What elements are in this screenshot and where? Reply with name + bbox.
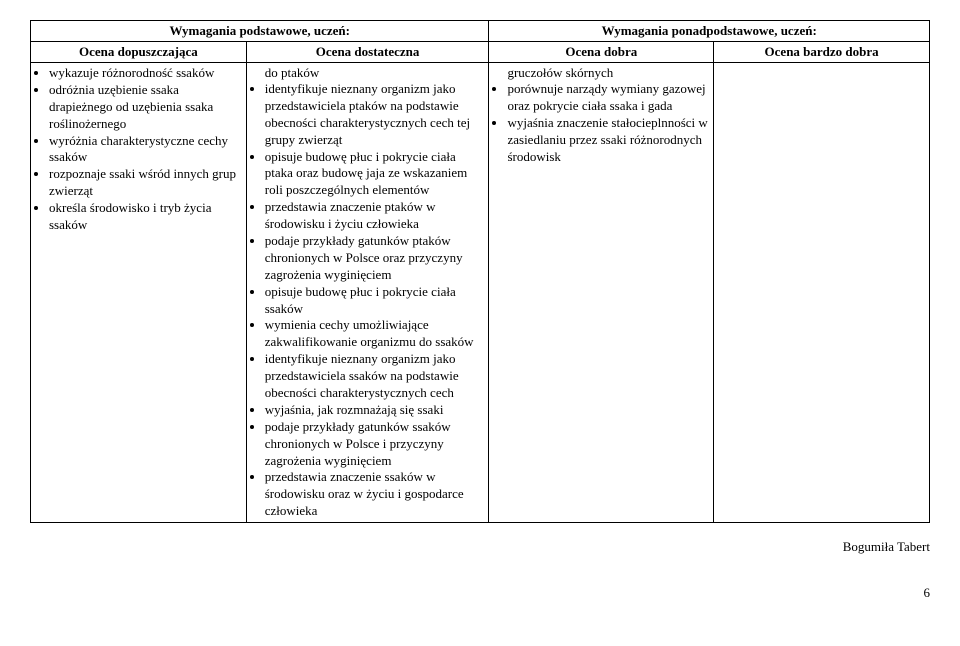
list-item: wyjaśnia znaczenie stałocieplnności w za… [507, 115, 709, 166]
list-item: przedstawia znaczenie ptaków w środowisk… [265, 199, 485, 233]
cell-pretext: gruczołów skórnych [507, 65, 709, 81]
list-item: rozpoznaje ssaki wśród innych grup zwier… [49, 166, 242, 200]
list-item: opisuje budowę płuc i pokrycie ciała ssa… [265, 284, 485, 318]
header-col-4: Ocena bardzo dobra [714, 42, 930, 63]
header-basic: Wymagania podstawowe, uczeń: [31, 21, 489, 42]
cell-col-4 [714, 63, 930, 523]
list-item: wymienia cechy umożliwiające zakwalifiko… [265, 317, 485, 351]
list-col-3: porównuje narządy wymiany gazowej oraz p… [493, 81, 709, 165]
list-item: identyfikuje nieznany organizm jako prze… [265, 81, 485, 149]
list-col-2: identyfikuje nieznany organizm jako prze… [251, 81, 485, 520]
list-item: wykazuje różnorodność ssaków [49, 65, 242, 82]
list-item: opisuje budowę płuc i pokrycie ciała pta… [265, 149, 485, 200]
header-col-1: Ocena dopuszczająca [31, 42, 247, 63]
list-item: odróżnia uzębienie ssaka drapieżnego od … [49, 82, 242, 133]
cell-col-1: wykazuje różnorodność ssaków odróżnia uz… [31, 63, 247, 523]
list-item: porównuje narządy wymiany gazowej oraz p… [507, 81, 709, 115]
list-item: wyjaśnia, jak rozmnażają się ssaki [265, 402, 485, 419]
list-item: wyróżnia charakterystyczne cechy ssaków [49, 133, 242, 167]
cell-pretext: do ptaków [265, 65, 485, 81]
list-col-1: wykazuje różnorodność ssaków odróżnia uz… [35, 65, 242, 234]
list-item: podaje przykłady gatunków ptaków chronio… [265, 233, 485, 284]
list-item: przedstawia znaczenie ssaków w środowisk… [265, 469, 485, 520]
list-item: określa środowisko i tryb życia ssaków [49, 200, 242, 234]
list-item: identyfikuje nieznany organizm jako prze… [265, 351, 485, 402]
list-item: podaje przykłady gatunków ssaków chronio… [265, 419, 485, 470]
author-name: Bogumiła Tabert [30, 539, 930, 555]
page-number: 6 [30, 585, 930, 601]
header-col-3: Ocena dobra [489, 42, 714, 63]
cell-col-3: gruczołów skórnych porównuje narządy wym… [489, 63, 714, 523]
cell-col-2: do ptaków identyfikuje nieznany organizm… [246, 63, 489, 523]
header-advanced: Wymagania ponadpodstawowe, uczeń: [489, 21, 930, 42]
header-col-2: Ocena dostateczna [246, 42, 489, 63]
requirements-table: Wymagania podstawowe, uczeń: Wymagania p… [30, 20, 930, 523]
